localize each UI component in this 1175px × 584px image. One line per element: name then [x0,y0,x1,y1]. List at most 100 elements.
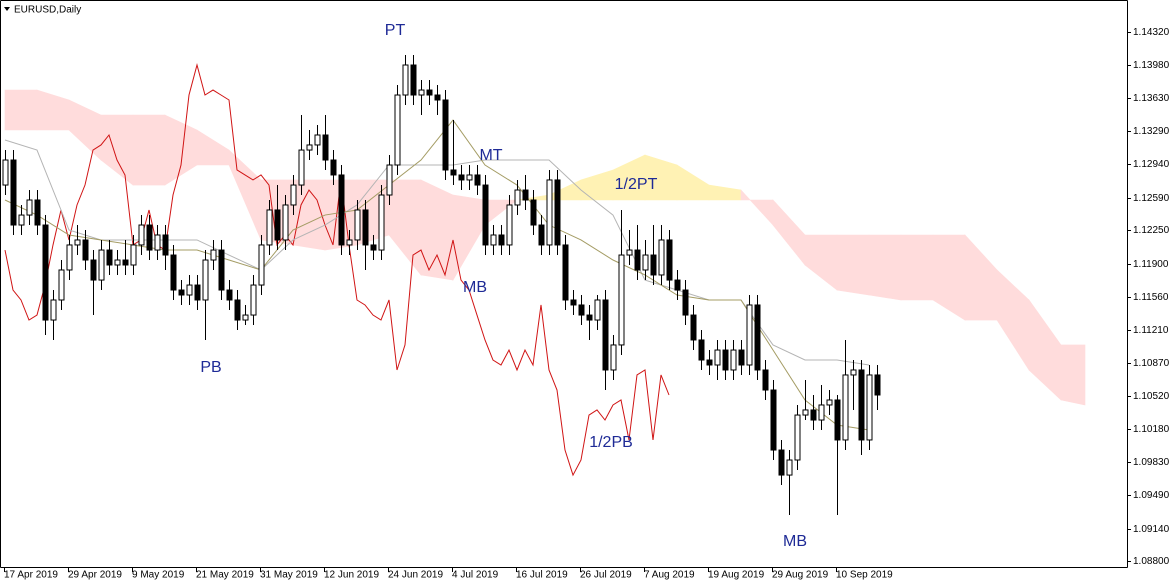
y-tick-label: 1.13630 [1133,93,1170,104]
candle-body [362,209,369,246]
candle-body [74,239,81,246]
chart-title: EURUSD,Daily [14,5,81,16]
candle-body [658,239,665,276]
candle-body [778,449,785,476]
candle-body [466,174,473,181]
candle-body [546,179,553,246]
cloud-segment [4,89,38,131]
annotation: 1/2PB [589,434,633,451]
candle-body [50,299,57,321]
candle-body [322,134,329,161]
candle-body [570,299,577,306]
candle-body [458,174,465,181]
x-tick-label: 12 Jun 2019 [324,570,379,581]
annotation: PT [385,22,406,39]
candle-body [850,369,857,376]
candle-body [202,259,209,301]
cloud-segment [868,234,902,301]
candle-body [746,304,753,366]
y-tick-label: 1.10180 [1133,424,1170,435]
candle-body [434,94,441,101]
candle-body [786,459,793,476]
candle-body [114,259,121,266]
candle-body [234,299,241,321]
x-tick-label: 31 May 2019 [260,570,318,581]
candle-body [218,249,225,291]
candle-body [442,99,449,171]
x-tick-label: 21 May 2019 [196,570,254,581]
x-tick-label: 24 Jun 2019 [388,570,443,581]
y-tick-label: 1.10520 [1133,391,1170,402]
candle-body [698,339,705,361]
candle-body [506,204,513,246]
candle-body [594,299,601,321]
y-tick-label: 1.11900 [1133,259,1169,270]
candle-body [562,244,569,301]
cloud-segment [900,234,934,301]
candle-body [242,314,249,321]
candle-body [482,184,489,246]
candle-body [738,349,745,366]
candle-body [42,224,49,321]
candle-body [730,349,737,371]
x-tick-label: 17 Apr 2019 [4,570,58,581]
candle-body [338,174,345,246]
candle-body [586,314,593,321]
candle-body [874,374,881,396]
candle-body [818,404,825,421]
y-tick-label: 1.13290 [1133,126,1170,137]
candle-body [298,149,305,186]
candle-body [642,254,649,271]
candle-body [426,89,433,96]
candle-body [826,399,833,406]
candle-body [682,289,689,316]
candle-body [122,259,129,266]
candle-body [274,209,281,241]
candle-body [58,269,65,301]
candle-body [490,234,497,246]
y-tick-label: 1.11210 [1133,325,1169,336]
y-tick-label: 1.12250 [1133,225,1170,236]
candle-body [610,344,617,371]
candle-body [138,224,145,246]
candle-body [714,349,721,366]
candle-body [858,369,865,441]
candle-body [26,199,33,216]
candle-body [266,209,273,246]
candle-body [330,159,337,176]
candle-body [538,224,545,246]
y-tick-label: 1.12590 [1133,193,1170,204]
candle-body [194,284,201,301]
annotation: 1/2PT [615,176,658,193]
candle-body [314,134,321,146]
candle-body [394,94,401,166]
candle-body [370,244,377,251]
x-tick-label: 16 Jul 2019 [516,570,568,581]
y-tick-label: 1.09490 [1133,490,1170,501]
candle-body [186,284,193,296]
candle-body [106,249,113,266]
candle-body [226,289,233,301]
annotation: MB [783,533,807,550]
candle-body [722,349,729,371]
cloud-segment [1060,344,1086,406]
candle-body [650,254,657,276]
candle-body [90,259,97,281]
candle-body [258,244,265,286]
candle-body [154,234,161,251]
candle-body [554,179,561,246]
candle-body [666,239,673,281]
plot-area [2,55,1086,516]
candle-body [162,234,169,256]
y-tick-label: 1.12940 [1133,159,1170,170]
candle-body [210,249,217,261]
x-tick-label: 29 Aug 2019 [772,570,829,581]
x-tick-label: 29 Apr 2019 [68,570,122,581]
candle-body [754,304,761,371]
x-tick-label: 19 Aug 2019 [708,570,765,581]
candle-body [514,189,521,206]
candle-body [170,254,177,291]
candle-body [250,284,257,316]
candle-body [770,389,777,451]
